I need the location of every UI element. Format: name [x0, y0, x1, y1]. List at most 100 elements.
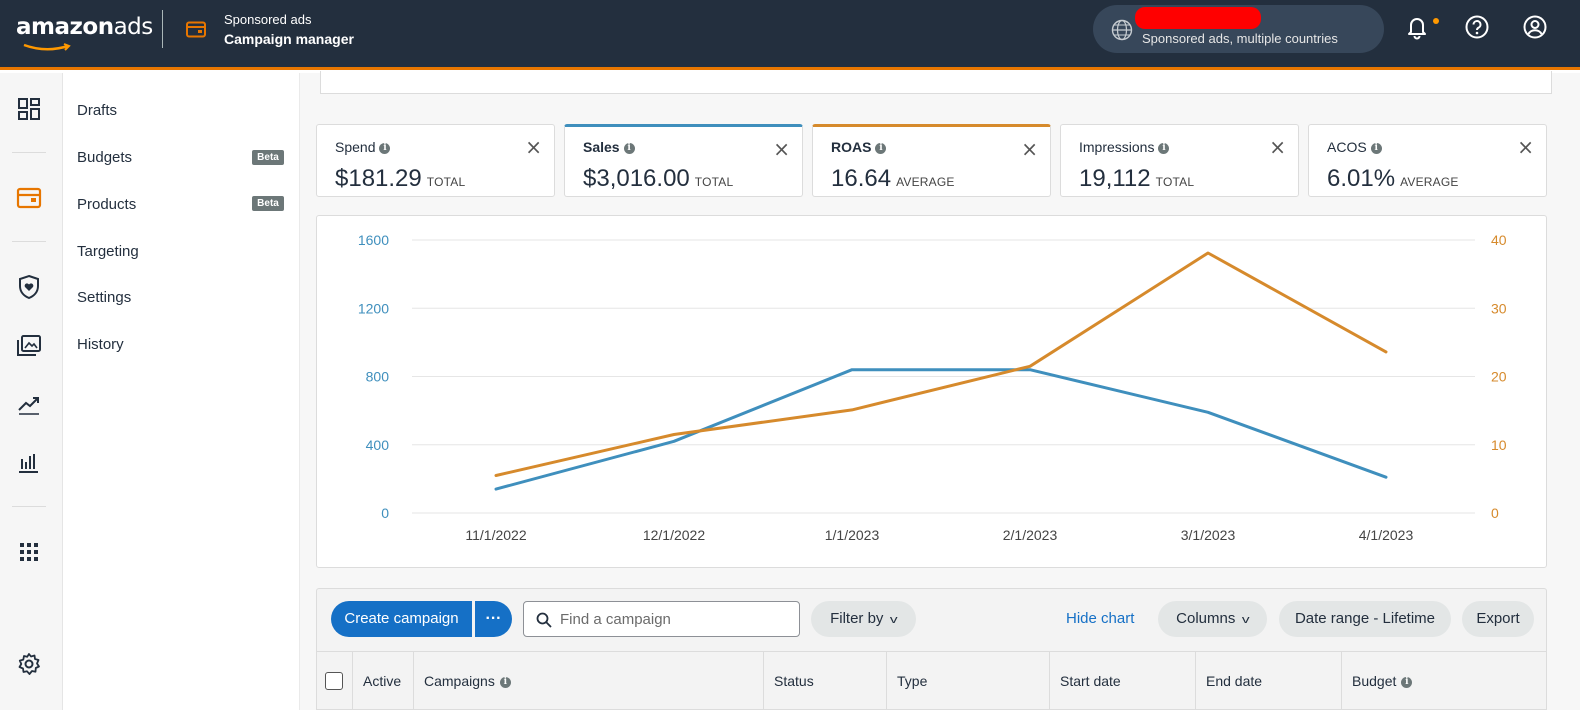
y-left-tick-label: 400: [366, 437, 390, 453]
metric-label: ROAS i: [831, 139, 887, 155]
collapsed-panel: [320, 71, 1552, 94]
trend-icon[interactable]: [16, 391, 42, 417]
rail-separator: [12, 241, 46, 242]
logo-part-ads: ads: [113, 14, 154, 40]
bell-icon[interactable]: [1404, 14, 1430, 40]
performance-chart-panel: 0 400 800 1200 1600 0 10 20 30 40 11/1/2022 12/1/20…: [316, 215, 1547, 568]
filter-by-button[interactable]: Filter by v: [811, 601, 916, 637]
creative-assets-icon[interactable]: [16, 333, 42, 359]
settings-gear-icon[interactable]: [16, 651, 42, 677]
metric-value: 6.01% AVERAGE: [1327, 165, 1459, 192]
search-input[interactable]: [560, 608, 790, 630]
brand-shield-icon[interactable]: [16, 274, 42, 300]
column-header-budget[interactable]: Budget i: [1342, 652, 1546, 710]
main-content: Spend i × $181.29 TOTAL Sales i × $3,016.00…: [300, 71, 1580, 710]
notification-dot: [1433, 18, 1439, 24]
performance-line-chart: 0 400 800 1200 1600 0 10 20 30 40 11/1/2022 12/1/20…: [358, 232, 1507, 543]
campaign-manager-icon[interactable]: [16, 185, 42, 211]
info-icon[interactable]: i: [1158, 142, 1170, 154]
info-icon[interactable]: i: [499, 676, 511, 688]
left-icon-rail: [0, 73, 63, 710]
apps-grid-icon[interactable]: [16, 539, 42, 565]
more-options-button[interactable]: ···: [475, 601, 512, 637]
x-tick-label: 4/1/2023: [1359, 527, 1414, 543]
account-scope-text: Sponsored ads, multiple countries: [1142, 31, 1338, 46]
product-title[interactable]: Campaign manager: [224, 31, 354, 47]
export-button[interactable]: Export: [1462, 601, 1534, 637]
column-header-active[interactable]: Active: [353, 652, 414, 710]
find-campaign-search[interactable]: [523, 601, 800, 637]
column-header-status[interactable]: Status: [764, 652, 887, 710]
metric-value: 19,112 TOTAL: [1079, 165, 1195, 192]
x-tick-label: 2/1/2023: [1003, 527, 1058, 543]
metric-card-roas[interactable]: ROAS i × 16.64 AVERAGE: [812, 124, 1051, 197]
chevron-down-icon: v: [890, 614, 899, 626]
info-icon[interactable]: i: [379, 142, 391, 154]
column-header-end-date[interactable]: End date: [1196, 652, 1342, 710]
info-icon[interactable]: i: [1401, 676, 1413, 688]
hide-chart-link[interactable]: Hide chart: [1066, 610, 1135, 627]
y-right-tick-label: 30: [1491, 300, 1507, 316]
close-icon[interactable]: ×: [1517, 135, 1534, 159]
close-icon[interactable]: ×: [1021, 137, 1038, 161]
beta-badge: Beta: [252, 150, 284, 165]
metric-label: Sales i: [583, 139, 635, 155]
account-selector[interactable]: Sponsored ads, multiple countries: [1093, 5, 1384, 53]
metric-value: 16.64 AVERAGE: [831, 165, 955, 192]
info-icon[interactable]: i: [875, 142, 887, 154]
help-icon[interactable]: [1464, 14, 1490, 40]
metric-value: $3,016.00 TOTAL: [583, 165, 734, 192]
columns-button[interactable]: Columns v: [1158, 601, 1267, 637]
select-all-checkbox[interactable]: [325, 672, 343, 690]
create-campaign-button[interactable]: Create campaign: [331, 601, 472, 637]
subnav-item-budgets[interactable]: Budgets: [77, 149, 133, 166]
dashboard-icon[interactable]: [16, 96, 42, 122]
header-divider: [162, 10, 163, 48]
x-tick-label: 3/1/2023: [1181, 527, 1236, 543]
logo-part-amazon: amazon: [16, 14, 114, 40]
amazon-ads-logo[interactable]: amazonads: [16, 14, 154, 51]
reports-icon[interactable]: [16, 450, 42, 476]
y-left-tick-label: 800: [366, 369, 390, 385]
y-right-tick-label: 20: [1491, 369, 1507, 385]
rail-separator: [12, 506, 46, 507]
metric-label: ACOS i: [1327, 139, 1382, 155]
series-line-roas: [494, 251, 1388, 477]
metric-card-spend[interactable]: Spend i × $181.29 TOTAL: [316, 124, 555, 197]
column-header-type[interactable]: Type: [887, 652, 1050, 710]
x-tick-label: 1/1/2023: [825, 527, 880, 543]
close-icon[interactable]: ×: [773, 137, 790, 161]
campaign-table-toolbar: Create campaign ··· Filter byv Hide char…: [316, 588, 1547, 651]
subnav-item-drafts[interactable]: Drafts: [77, 102, 118, 119]
globe-icon: [1111, 19, 1133, 41]
metric-card-sales[interactable]: Sales i × $3,016.00 TOTAL: [564, 124, 803, 197]
metric-label: Spend i: [335, 139, 391, 155]
date-range-button[interactable]: Date range - Lifetime: [1279, 601, 1451, 637]
y-right-tick-label: 40: [1491, 232, 1507, 248]
campaign-table-header: Active Campaigns i Status Type Start date…: [316, 651, 1547, 710]
column-header-campaigns[interactable]: Campaigns i: [414, 652, 764, 710]
close-icon[interactable]: ×: [525, 135, 542, 159]
amazon-smile-icon: [23, 43, 71, 51]
subnav-item-history[interactable]: History: [77, 336, 124, 353]
info-icon[interactable]: i: [623, 142, 635, 154]
campaign-manager-product-icon: [186, 21, 206, 38]
y-right-tick-label: 10: [1491, 437, 1507, 453]
metric-card-impressions[interactable]: Impressions i × 19,112 TOTAL: [1060, 124, 1299, 197]
product-subtitle: Sponsored ads: [224, 12, 312, 27]
close-icon[interactable]: ×: [1269, 135, 1286, 159]
search-icon: [536, 612, 552, 628]
y-left-tick-label: 0: [381, 505, 389, 521]
select-all-cell: [317, 652, 353, 710]
y-right-tick-label: 0: [1491, 505, 1499, 521]
subnav-item-targeting[interactable]: Targeting: [77, 243, 139, 260]
x-tick-label: 12/1/2022: [643, 527, 705, 543]
subnav-item-settings[interactable]: Settings: [77, 289, 132, 306]
metric-card-acos[interactable]: ACOS i × 6.01% AVERAGE: [1308, 124, 1547, 197]
x-tick-label: 11/1/2022: [465, 527, 526, 543]
column-header-start-date[interactable]: Start date: [1050, 652, 1196, 710]
profile-icon[interactable]: [1522, 14, 1548, 40]
subnav-item-products[interactable]: Products: [77, 196, 137, 213]
info-icon[interactable]: i: [1370, 142, 1382, 154]
beta-badge: Beta: [252, 196, 284, 211]
